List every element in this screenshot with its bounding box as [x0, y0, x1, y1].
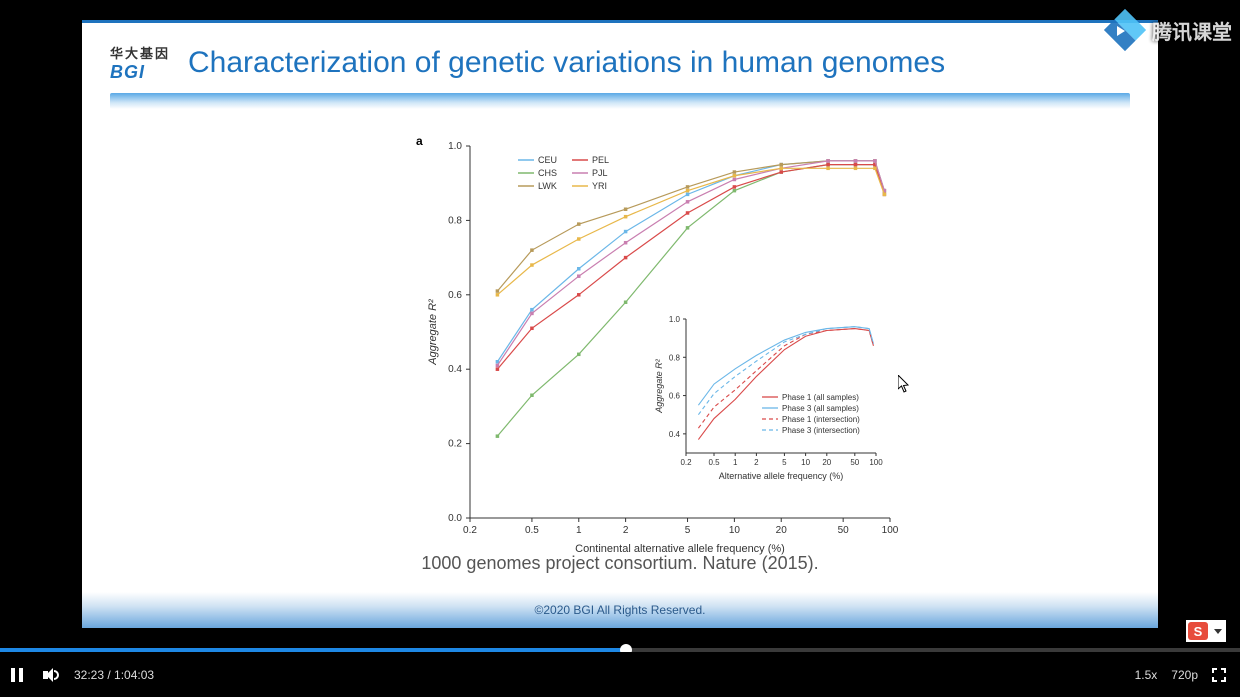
svg-text:10: 10	[801, 458, 810, 467]
ime-indicator[interactable]: S	[1186, 620, 1226, 642]
slide-header: 华大基因 BGI Characterization of genetic var…	[82, 23, 1158, 89]
svg-text:100: 100	[869, 458, 883, 467]
svg-text:Aggregate R²: Aggregate R²	[654, 358, 664, 414]
title-underline	[110, 93, 1130, 109]
svg-text:PJL: PJL	[592, 168, 608, 178]
slide-footer: ©2020 BGI All Rights Reserved.	[82, 592, 1158, 628]
speed-control[interactable]: 1.5x	[1135, 668, 1158, 682]
svg-text:2: 2	[754, 458, 759, 467]
svg-text:CHS: CHS	[538, 168, 557, 178]
chart-container: a 0.20.51251020501000.00.20.40.60.81.0Co…	[422, 138, 902, 558]
svg-text:1.0: 1.0	[669, 315, 681, 324]
svg-text:5: 5	[685, 525, 691, 536]
logo-cn: 华大基因	[110, 43, 170, 62]
svg-text:Aggregate R²: Aggregate R²	[427, 299, 439, 366]
svg-text:0.8: 0.8	[669, 353, 681, 362]
logo-en: BGI	[110, 62, 145, 83]
svg-text:0.2: 0.2	[448, 439, 462, 450]
time-display: 32:23 / 1:04:03	[74, 668, 154, 682]
video-viewport: 华大基因 BGI Characterization of genetic var…	[0, 0, 1240, 648]
svg-text:2: 2	[623, 525, 629, 536]
svg-text:0.8: 0.8	[448, 215, 462, 226]
svg-text:1: 1	[576, 525, 582, 536]
svg-text:Phase 3 (all samples): Phase 3 (all samples)	[782, 404, 859, 413]
duration: 1:04:03	[114, 668, 154, 682]
svg-text:0.6: 0.6	[448, 290, 462, 301]
citation: 1000 genomes project consortium. Nature …	[82, 553, 1158, 574]
svg-text:50: 50	[838, 525, 850, 536]
volume-button[interactable]	[34, 658, 68, 692]
panel-label: a	[416, 134, 423, 148]
svg-text:0.2: 0.2	[463, 525, 477, 536]
svg-text:5: 5	[782, 458, 787, 467]
fullscreen-button[interactable]	[1212, 668, 1226, 682]
cursor-icon	[898, 375, 912, 398]
watermark-icon	[1106, 17, 1146, 45]
bgi-logo: 华大基因 BGI	[110, 43, 170, 83]
svg-text:YRI: YRI	[592, 181, 607, 191]
chevron-down-icon	[1214, 629, 1222, 634]
player-controls: 32:23 / 1:04:03 1.5x 720p	[0, 652, 1240, 697]
svg-text:Phase 1 (all samples): Phase 1 (all samples)	[782, 393, 859, 402]
volume-icon	[43, 667, 59, 683]
svg-text:1.0: 1.0	[448, 141, 462, 152]
svg-text:20: 20	[822, 458, 831, 467]
current-time: 32:23	[74, 668, 104, 682]
svg-text:CEU: CEU	[538, 155, 557, 165]
svg-text:0.4: 0.4	[669, 430, 681, 439]
watermark-text: 腾讯课堂	[1152, 16, 1232, 45]
quality-control[interactable]: 720p	[1171, 668, 1198, 682]
main-chart: 0.20.51251020501000.00.20.40.60.81.0Cont…	[422, 138, 902, 558]
svg-text:LWK: LWK	[538, 181, 557, 191]
watermark: 腾讯课堂	[1106, 16, 1232, 45]
svg-text:20: 20	[776, 525, 788, 536]
slide-title: Characterization of genetic variations i…	[188, 46, 945, 80]
fullscreen-icon	[1212, 668, 1226, 682]
svg-text:100: 100	[882, 525, 899, 536]
pause-button[interactable]	[0, 658, 34, 692]
svg-text:0.4: 0.4	[448, 364, 462, 375]
pause-icon	[11, 668, 23, 682]
svg-text:0.0: 0.0	[448, 513, 462, 524]
svg-text:0.5: 0.5	[708, 458, 720, 467]
svg-text:Alternative allele frequency (: Alternative allele frequency (%)	[719, 471, 844, 481]
slide: 华大基因 BGI Characterization of genetic var…	[82, 20, 1158, 628]
svg-text:50: 50	[850, 458, 859, 467]
svg-text:0.6: 0.6	[669, 392, 681, 401]
svg-text:0.5: 0.5	[525, 525, 539, 536]
ime-label: S	[1188, 622, 1208, 640]
svg-text:Phase 1 (intersection): Phase 1 (intersection)	[782, 415, 860, 424]
svg-text:PEL: PEL	[592, 155, 609, 165]
svg-text:10: 10	[729, 525, 741, 536]
svg-text:0.2: 0.2	[680, 458, 692, 467]
svg-text:1: 1	[733, 458, 738, 467]
copyright: ©2020 BGI All Rights Reserved.	[535, 603, 706, 617]
svg-text:Phase 3 (intersection): Phase 3 (intersection)	[782, 426, 860, 435]
